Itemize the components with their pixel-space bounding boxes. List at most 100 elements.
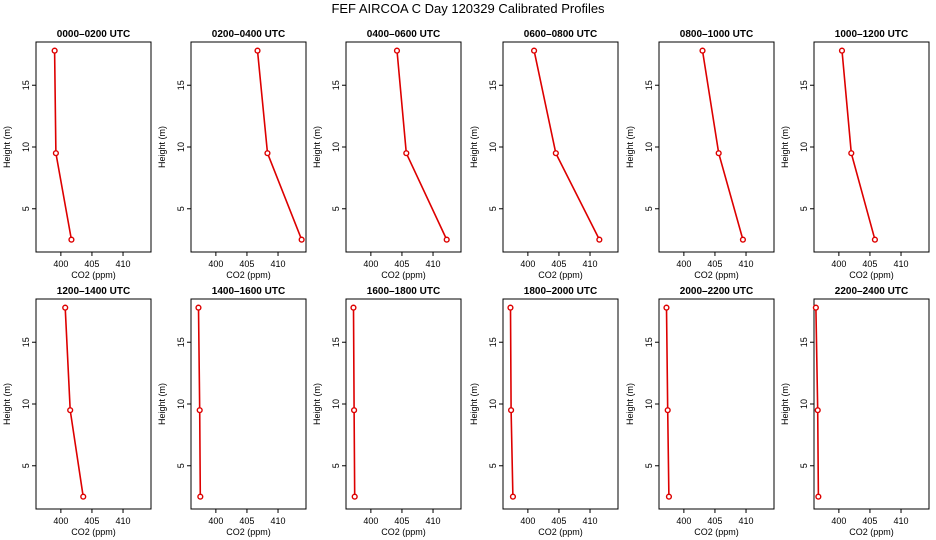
x-tick-label: 405 <box>394 259 409 269</box>
y-axis-label: Height (m) <box>780 126 790 168</box>
panel-title: 2200–2400 UTC <box>835 286 908 297</box>
y-tick-label: 10 <box>176 399 186 409</box>
profile-line <box>701 50 744 240</box>
x-tick-label: 410 <box>271 516 286 526</box>
x-tick-label: 405 <box>239 516 254 526</box>
panel-title: 0200–0400 UTC <box>212 29 285 40</box>
x-tick-label: 400 <box>208 259 223 269</box>
profile-point <box>815 493 822 500</box>
panel-8: 1400–1600 UTC 400 405 410 5 10 15 CO2 (ppm) Heig… <box>157 286 307 537</box>
profile-line <box>815 307 820 497</box>
x-tick-label: 400 <box>676 259 691 269</box>
profile-point <box>552 150 559 157</box>
x-tick-label: 405 <box>551 259 566 269</box>
x-axis-label: CO2 (ppm) <box>849 527 894 537</box>
panel-7: 1200–1400 UTC 400 405 410 5 10 15 CO2 (ppm) Heig… <box>2 286 152 537</box>
y-axis-label: Height (m) <box>157 383 167 425</box>
profile-line <box>665 307 670 497</box>
y-tick-label: 5 <box>176 206 186 211</box>
y-tick-label: 10 <box>488 399 498 409</box>
profile-point <box>195 304 202 311</box>
profile-line <box>352 307 356 497</box>
profile-line <box>533 50 601 240</box>
profile-point <box>51 47 58 54</box>
x-tick-label: 400 <box>208 516 223 526</box>
profile-point <box>814 407 821 414</box>
x-tick-label: 410 <box>739 516 754 526</box>
profile-point <box>350 407 358 414</box>
y-tick-label: 10 <box>488 142 498 152</box>
panel-1: 0000–0200 UTC 400 405 410 5 10 15 CO2 (ppm) Heig… <box>2 29 152 280</box>
plot-frame <box>35 298 152 510</box>
y-tick-label: 15 <box>331 337 341 347</box>
y-tick-label: 10 <box>21 399 31 409</box>
y-tick-label: 10 <box>331 142 341 152</box>
profile-point <box>67 407 74 414</box>
panel-10: 1800–2000 UTC 400 405 410 5 10 15 CO2 (ppm) Heig… <box>469 286 619 537</box>
x-tick-label: 410 <box>426 259 441 269</box>
y-tick-label: 15 <box>176 337 186 347</box>
y-axis-label: Height (m) <box>2 383 12 425</box>
panel-title: 2000–2200 UTC <box>680 286 753 297</box>
x-tick-label: 410 <box>583 259 598 269</box>
profile-point <box>812 304 819 311</box>
y-tick-label: 5 <box>644 463 654 468</box>
profile-line <box>256 50 303 240</box>
profile-line <box>396 50 448 240</box>
y-tick-label: 5 <box>799 463 809 468</box>
profile-point <box>350 304 357 311</box>
y-tick-label: 15 <box>799 337 809 347</box>
y-axis-label: Height (m) <box>469 383 479 425</box>
profile-point <box>254 47 261 54</box>
x-axis-label: CO2 (ppm) <box>381 270 426 280</box>
panel-12: 2200–2400 UTC 400 405 410 5 10 15 CO2 (ppm) Heig… <box>780 286 930 537</box>
x-tick-label: 400 <box>53 259 68 269</box>
profile-line <box>509 307 514 497</box>
x-tick-label: 410 <box>739 259 754 269</box>
plot-frame <box>502 41 619 253</box>
y-tick-label: 10 <box>799 399 809 409</box>
y-tick-label: 15 <box>488 337 498 347</box>
y-axis-label: Height (m) <box>2 126 12 168</box>
y-axis-label: Height (m) <box>780 383 790 425</box>
y-tick-label: 10 <box>644 142 654 152</box>
profile-point <box>443 236 450 243</box>
profile-point <box>298 236 305 243</box>
y-tick-label: 5 <box>488 463 498 468</box>
plot-frame <box>190 298 307 510</box>
panel-title: 0000–0200 UTC <box>57 29 130 40</box>
panel-title: 1400–1600 UTC <box>212 286 285 297</box>
x-axis-label: CO2 (ppm) <box>538 270 583 280</box>
x-tick-label: 410 <box>894 259 909 269</box>
x-tick-label: 405 <box>394 516 409 526</box>
y-tick-label: 10 <box>331 399 341 409</box>
plot-frame <box>813 41 930 253</box>
profile-point <box>715 150 722 157</box>
y-tick-label: 15 <box>488 80 498 90</box>
profile-point <box>393 47 401 54</box>
profile-point <box>699 47 706 54</box>
x-tick-label: 410 <box>116 259 131 269</box>
profile-line <box>841 50 876 240</box>
profile-point <box>507 407 515 414</box>
x-tick-label: 400 <box>831 259 846 269</box>
y-tick-label: 5 <box>331 206 341 211</box>
profile-point <box>665 493 673 500</box>
y-tick-label: 15 <box>799 80 809 90</box>
x-tick-label: 400 <box>520 259 535 269</box>
profile-point <box>838 47 846 54</box>
x-axis-label: CO2 (ppm) <box>71 270 116 280</box>
profile-point <box>848 150 855 157</box>
profile-point <box>664 407 671 414</box>
y-axis-label: Height (m) <box>625 383 635 425</box>
profile-point <box>596 236 603 243</box>
panel-title: 1200–1400 UTC <box>57 286 130 297</box>
x-axis-label: CO2 (ppm) <box>381 527 426 537</box>
profile-point <box>530 47 538 54</box>
x-tick-label: 400 <box>676 516 691 526</box>
y-tick-label: 10 <box>799 142 809 152</box>
profile-point <box>403 150 410 157</box>
x-tick-label: 410 <box>583 516 598 526</box>
y-tick-label: 5 <box>176 463 186 468</box>
